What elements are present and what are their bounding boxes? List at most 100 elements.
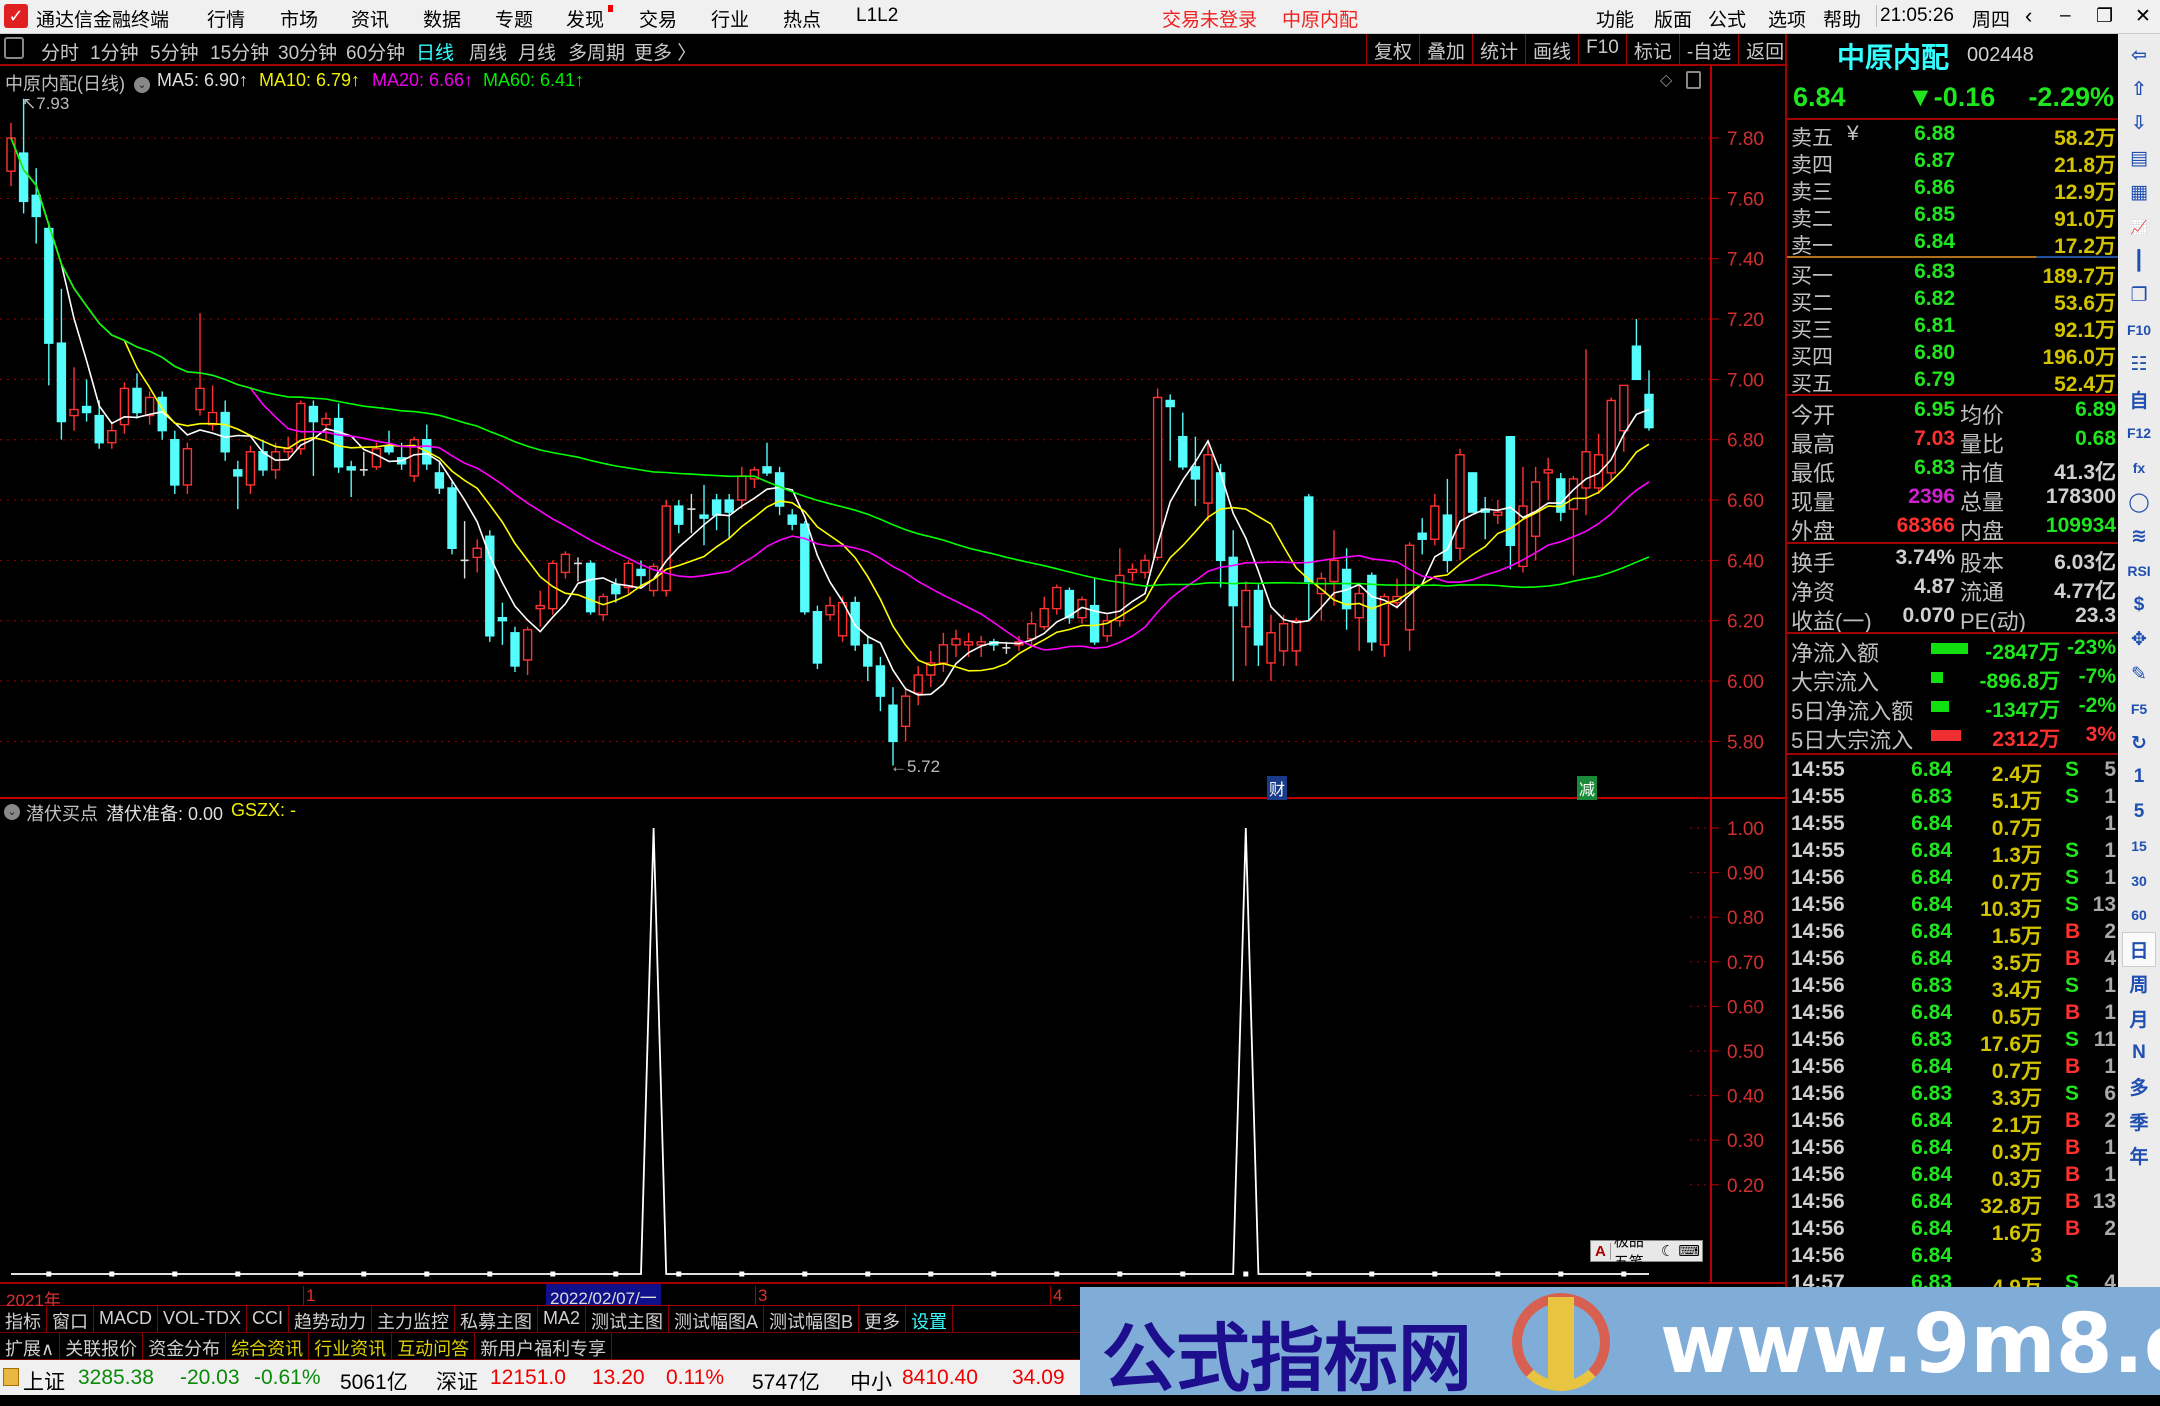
sub-chart-menu-icon[interactable]: ⌄: [4, 802, 20, 820]
tick-row[interactable]: 14:56 6.84 10.3万 S 13: [1787, 892, 2118, 921]
stat-row[interactable]: 今开 6.95 均价 6.89: [1787, 397, 2118, 428]
tab-test-sub-b[interactable]: 测试幅图B: [764, 1306, 860, 1332]
ask-row[interactable]: 卖五 ¥6.88 58.2万: [1787, 121, 2118, 150]
period-fenshi[interactable]: 分时: [41, 43, 80, 64]
tab-window[interactable]: 窗口: [47, 1306, 94, 1332]
quote-list-icon[interactable]: ▤: [2130, 147, 2148, 169]
up-arrow-icon[interactable]: ⇧: [2131, 79, 2147, 101]
period-day[interactable]: 日线: [416, 43, 455, 64]
tab-cci[interactable]: CCI: [247, 1306, 290, 1332]
dollar-icon[interactable]: $: [2133, 594, 2145, 616]
move-icon[interactable]: ✥: [2131, 629, 2147, 651]
fundamental-row[interactable]: 换手 3.74% 股本 6.03亿: [1787, 545, 2118, 576]
tick-row[interactable]: 14:56 6.84 0.5万 B 1: [1787, 1000, 2118, 1029]
period-week-button[interactable]: 周: [2129, 975, 2149, 997]
trade-login-status[interactable]: 交易未登录: [1162, 10, 1258, 31]
minimize-icon[interactable]: –: [2060, 5, 2071, 26]
period-week[interactable]: 周线: [469, 43, 508, 64]
tab-macd[interactable]: MACD: [94, 1306, 158, 1332]
f5-icon[interactable]: F5: [2130, 700, 2148, 717]
close-icon[interactable]: ✕: [2135, 6, 2151, 27]
panel-toggle-icon[interactable]: [4, 37, 24, 59]
wave-icon[interactable]: ≋: [2131, 526, 2147, 548]
overlay-button[interactable]: 叠加: [1419, 34, 1472, 64]
ime-mode[interactable]: A: [1591, 1242, 1611, 1260]
fundamental-row[interactable]: 收益(一) 0.070 PE(动) 23.3: [1787, 603, 2118, 634]
return-button[interactable]: 返回: [1738, 34, 1791, 64]
kline-chart[interactable]: 7.80 7.60 7.40 7.20 7.00 6.80 6.60 6.40 6.20 6.00…: [0, 0, 1785, 1306]
restore-icon[interactable]: ❐: [2096, 6, 2114, 27]
stat-row[interactable]: 现量 2396 总量 178300: [1787, 484, 2118, 515]
tick-row[interactable]: 14:56 6.83 17.6万 S 11: [1787, 1027, 2118, 1056]
tick-row[interactable]: 14:56 6.84 3.5万 B 4: [1787, 946, 2118, 975]
tab-ma2[interactable]: MA2: [538, 1306, 587, 1332]
tick-row[interactable]: 14:56 6.84 0.3万 B 1: [1787, 1135, 2118, 1164]
menu-zixun[interactable]: 资讯: [351, 10, 390, 31]
tick-row[interactable]: 14:55 6.83 5.1万 S 1: [1787, 784, 2118, 813]
reduction-event-marker[interactable]: 减: [1577, 776, 1598, 800]
tab-trend-power[interactable]: 趋势动力: [289, 1306, 373, 1332]
period-month-button[interactable]: 月: [2129, 1009, 2149, 1031]
tab-related-quote[interactable]: 关联报价: [60, 1333, 144, 1359]
tab-expand[interactable]: 扩展∧: [0, 1333, 61, 1359]
menu-zhuanti[interactable]: 专题: [495, 10, 534, 31]
period-multi[interactable]: 多周期: [568, 43, 626, 64]
period-multi-button[interactable]: 多: [2129, 1078, 2149, 1100]
period-15-button[interactable]: 15: [2131, 838, 2147, 855]
menu-bangzhu[interactable]: 帮助: [1823, 10, 1862, 31]
menu-shuju[interactable]: 数据: [423, 10, 462, 31]
pencil-icon[interactable]: ✎: [2131, 663, 2147, 685]
menu-banmian[interactable]: 版面: [1654, 10, 1693, 31]
tick-row[interactable]: 14:57 6.83 4.9万 S 4: [1787, 1270, 2118, 1287]
formula-icon[interactable]: fx: [2132, 459, 2146, 476]
tick-row[interactable]: 14:56 6.84 32.8万 B 13: [1787, 1189, 2118, 1218]
sh-label[interactable]: 上证: [23, 1371, 65, 1394]
down-arrow-icon[interactable]: ⇩: [2131, 113, 2147, 135]
tick-row[interactable]: 14:56 6.84 1.5万 B 2: [1787, 919, 2118, 948]
bid-row[interactable]: 买四 6.80 196.0万: [1787, 340, 2118, 369]
menu-hangqing[interactable]: 行情: [207, 10, 246, 31]
chart-menu-icon[interactable]: ⌄: [134, 72, 150, 93]
menu-shichang[interactable]: 市场: [280, 10, 319, 31]
tick-row[interactable]: 14:56 6.84 3: [1787, 1243, 2118, 1270]
refresh-icon[interactable]: ↻: [2131, 732, 2147, 754]
tab-test-sub-a[interactable]: 测试幅图A: [669, 1306, 765, 1332]
fund-flow-row[interactable]: 5日大宗流入 2312万 3%: [1787, 722, 2118, 753]
period-30-button[interactable]: 30: [2131, 872, 2147, 889]
tick-row[interactable]: 14:56 6.84 2.1万 B 2: [1787, 1108, 2118, 1137]
moon-icon[interactable]: ☾: [1660, 1243, 1675, 1260]
kline-icon[interactable]: ┃: [2133, 251, 2145, 273]
line-chart-icon[interactable]: 📈: [2130, 218, 2148, 235]
finance-event-marker[interactable]: 财: [1267, 776, 1288, 800]
fund-flow-row[interactable]: 5日净流入额 -1347万 -2%: [1787, 693, 2118, 724]
period-month[interactable]: 月线: [518, 43, 557, 64]
ask-row[interactable]: 卖二 6.85 91.0万: [1787, 202, 2118, 231]
tick-row[interactable]: 14:56 6.83 3.4万 S 1: [1787, 973, 2118, 1002]
draw-button[interactable]: 画线: [1525, 34, 1578, 64]
ask-row[interactable]: 卖三 6.86 12.9万: [1787, 175, 2118, 204]
sz-label[interactable]: 深证: [436, 1371, 478, 1394]
tick-row[interactable]: 14:56 6.84 0.7万 S 1: [1787, 865, 2118, 894]
tab-fund-distribution[interactable]: 资金分布: [143, 1333, 227, 1359]
mark-button[interactable]: 标记: [1625, 34, 1679, 64]
period-5-button[interactable]: 5: [2133, 800, 2145, 822]
menu-faxian[interactable]: 发现: [566, 5, 614, 32]
tick-row[interactable]: 14:55 6.84 2.4万 S 5: [1787, 757, 2118, 786]
grid-icon[interactable]: ▦: [2130, 182, 2148, 204]
period-30min[interactable]: 30分钟: [278, 43, 338, 64]
menu-gongneng[interactable]: 功能: [1596, 10, 1635, 31]
ime-toolbar[interactable]: A 极品五笔 ☾ ⌨: [1590, 1233, 1703, 1271]
tab-settings[interactable]: 设置: [906, 1306, 954, 1332]
stat-row[interactable]: 最低 6.83 市值 41.3亿: [1787, 455, 2118, 486]
circle-icon[interactable]: ◯: [2128, 491, 2150, 513]
keyboard-icon[interactable]: ⌨: [1678, 1243, 1700, 1260]
menu-jiaoyi[interactable]: 交易: [639, 10, 678, 31]
tab-qa[interactable]: 互动问答: [392, 1333, 476, 1359]
tick-row[interactable]: 14:56 6.84 0.7万 B 1: [1787, 1054, 2118, 1083]
period-year-button[interactable]: 年: [2129, 1147, 2149, 1169]
bid-row[interactable]: 买一 6.83 189.7万: [1787, 259, 2118, 288]
tick-row[interactable]: 14:56 6.84 1.6万 B 2: [1787, 1216, 2118, 1245]
tick-row[interactable]: 14:56 6.83 3.3万 S 6: [1787, 1081, 2118, 1110]
period-more[interactable]: 更多 〉: [634, 43, 697, 64]
period-5min[interactable]: 5分钟: [150, 43, 199, 64]
